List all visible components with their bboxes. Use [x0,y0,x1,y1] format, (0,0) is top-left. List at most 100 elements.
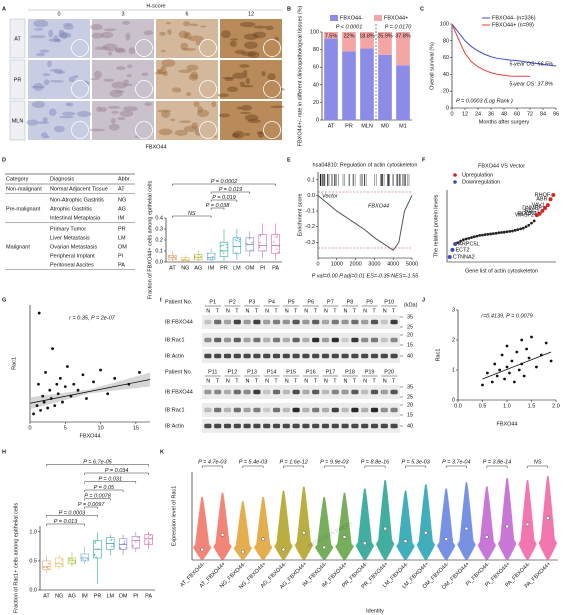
lane-label: T [333,378,337,384]
tissue-texture [178,69,192,74]
tissue-texture [222,76,236,80]
point [37,311,41,315]
jitter [171,258,174,260]
blot-band [272,353,281,359]
blot-band [380,337,388,343]
jitter [207,257,210,259]
jitter [277,251,280,254]
jitter [221,249,223,252]
jitter [70,558,72,560]
bracket [364,465,386,468]
jitter [211,258,214,260]
tissue-texture [211,101,217,108]
point [39,408,42,412]
violin [213,492,232,561]
tissue-texture [232,130,245,139]
blot-band [272,423,281,429]
tissue-texture [160,65,167,70]
point [63,385,67,389]
blot-band [263,353,271,359]
jitter [149,534,151,537]
blot-band [243,337,251,343]
tissue-texture [48,108,57,117]
annotation: P = 0.038 [206,203,230,209]
tissue-texture [189,23,199,27]
patient-label: P9 [366,299,373,305]
blot-band [390,423,398,429]
jitter [222,244,224,246]
blot-band [312,353,320,359]
tissue-texture [60,32,68,39]
annotation: P = 0.0097 [78,502,105,508]
blot-band [361,337,369,343]
tissue-texture [193,101,200,107]
x-tick-label: 5000 [406,261,418,267]
jitter [182,259,185,262]
x-tick-label: PI [260,265,266,271]
tissue-texture [108,123,120,131]
blot-band [331,407,339,413]
tissue-texture [53,125,65,133]
jitter [71,563,73,565]
x-tick-label: AT [43,593,50,599]
patient-label: P14 [267,369,277,375]
blot-band [204,407,212,413]
jitter [200,255,202,258]
violin [294,486,314,561]
point-label: CTNNA2 [453,254,475,260]
lane-label: N [285,308,289,314]
marker-label: 15 [407,342,413,348]
jitter [95,556,97,558]
point [467,236,471,240]
tissue-texture [99,107,107,112]
bracket [46,464,149,467]
blot-band [292,337,300,343]
y-tick-label: 0 [452,397,455,403]
point [138,370,141,374]
jitter [97,548,99,550]
blot-band [390,319,398,325]
point [530,335,533,339]
blot-band [321,423,330,429]
blot-band [243,319,251,325]
y-tick-label: 100 [310,29,319,35]
tissue-texture [245,77,250,85]
patient-label: P13 [247,369,257,375]
table-cell: PI [118,253,124,259]
table-cell: Primary Tumor [50,226,86,232]
blot-band [312,337,320,343]
blot-band [263,319,271,325]
point [44,370,47,374]
tissue-texture [234,49,246,55]
x-tick-label: AG [194,265,202,271]
blot-band [233,353,241,359]
blot-band [321,407,330,413]
point [520,338,524,342]
point [513,228,517,232]
bar-segment [378,54,392,120]
tissue-texture [102,43,118,52]
panel-letter: A [2,6,6,12]
point-label: RHOF [535,192,551,198]
point [486,232,490,236]
point [41,394,45,398]
blot-band [351,407,359,413]
tissue-texture [62,22,73,27]
point [61,400,64,404]
tissue-texture [256,131,264,135]
violin [396,490,415,561]
lane-label: N [363,378,367,384]
jitter [207,253,209,255]
blot-band [233,407,241,413]
point [545,203,550,208]
annotation: Vector [322,193,339,199]
median-dot [423,530,428,535]
bar-segment [324,38,338,120]
box [219,241,229,257]
tissue-texture [63,24,74,30]
jitter [251,241,253,244]
violin [253,496,273,561]
tissue-texture [49,69,59,72]
point [447,255,452,260]
point [498,368,502,372]
